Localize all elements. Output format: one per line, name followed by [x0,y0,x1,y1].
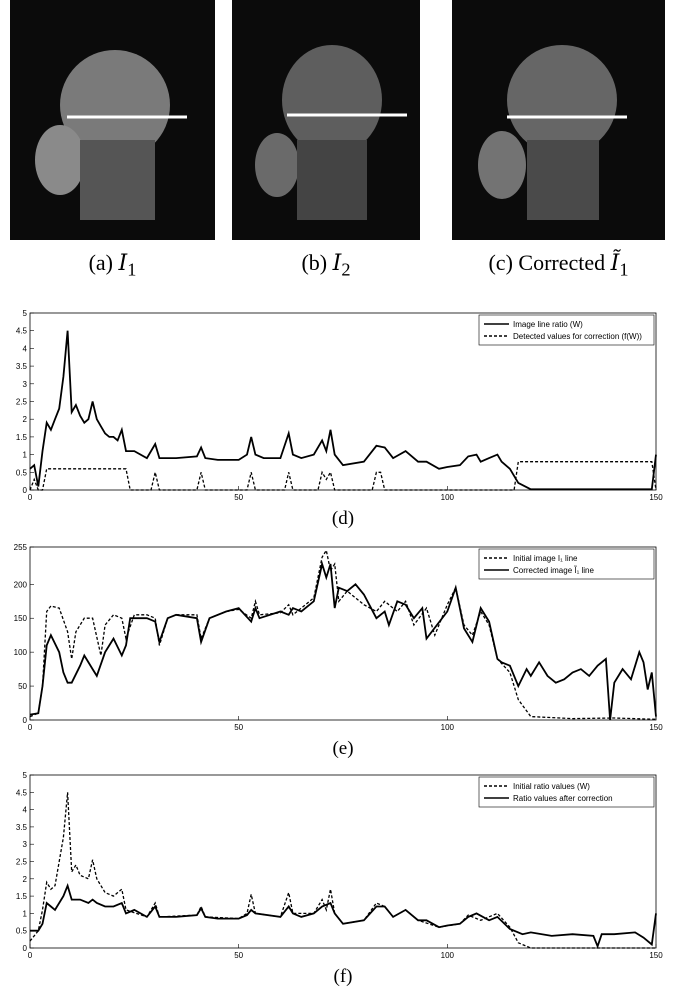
x-tick-label: 50 [234,723,243,732]
y-tick-label: 5 [23,309,28,318]
legend-box [478,314,655,346]
y-tick-label: 3 [23,380,28,389]
y-tick-label: 2 [23,875,28,884]
y-tick-label: 5 [23,771,28,780]
data-line [29,461,657,491]
y-tick-label: 0 [23,944,28,953]
y-tick-label: 50 [18,682,27,691]
y-tick-label: 0.5 [16,468,28,477]
legend-label: Initial image I₁ line [513,554,578,563]
x-tick-label: 100 [441,493,455,502]
y-tick-label: 0.5 [16,927,28,936]
legend-label: Initial ratio values (W) [513,782,590,791]
caption-c: (c) Corrected Ĩ1 [488,250,629,280]
y-tick-label: 4 [23,344,28,353]
y-tick-label: 4.5 [16,327,28,336]
data-line [30,882,657,949]
y-tick-label: 100 [14,648,28,657]
x-tick-label: 150 [649,723,663,732]
y-tick-label: 2.5 [16,398,28,407]
y-tick-label: 150 [14,614,28,623]
caption-b: (b) I2 [301,250,351,280]
photo-c [452,0,665,240]
x-tick-label: 50 [234,493,243,502]
y-tick-label: 1.5 [16,892,28,901]
y-tick-label: 200 [14,580,28,589]
chart-caption: (e) [332,738,353,759]
y-tick-label: 3 [23,840,28,849]
y-tick-label: 3.5 [16,362,28,371]
y-tick-label: 2 [23,415,28,424]
legend-box [478,548,655,580]
y-tick-label: 1 [23,451,28,460]
photo-b [232,0,420,240]
x-tick-label: 0 [28,493,33,502]
legend-label: Corrected image Ĩ₁ line [513,566,595,575]
x-tick-label: 50 [234,951,243,960]
y-tick-label: 0 [23,716,28,725]
legend-label: Image line ratio (W) [513,320,583,329]
y-tick-label: 0 [23,486,28,495]
y-tick-label: 1 [23,909,28,918]
legend-label: Ratio values after correction [513,794,613,803]
x-tick-label: 150 [649,493,663,502]
y-tick-label: 2.5 [16,858,28,867]
x-tick-label: 0 [28,723,33,732]
caption-a: (a) I1 [88,250,137,280]
chart-caption: (f) [334,966,353,987]
x-tick-label: 150 [649,951,663,960]
legend-box [478,776,655,808]
chart-caption: (d) [332,508,354,529]
data-line [29,330,657,491]
data-line [29,560,657,721]
y-tick-label: 1.5 [16,433,28,442]
x-tick-label: 100 [441,723,455,732]
y-tick-label: 255 [14,543,28,552]
y-tick-label: 4 [23,806,28,815]
x-tick-label: 0 [28,951,33,960]
y-tick-label: 3.5 [16,823,28,832]
y-tick-label: 4.5 [16,788,28,797]
photo-a [10,0,215,240]
x-tick-label: 100 [441,951,455,960]
legend-label: Detected values for correction (f(W)) [513,332,642,341]
